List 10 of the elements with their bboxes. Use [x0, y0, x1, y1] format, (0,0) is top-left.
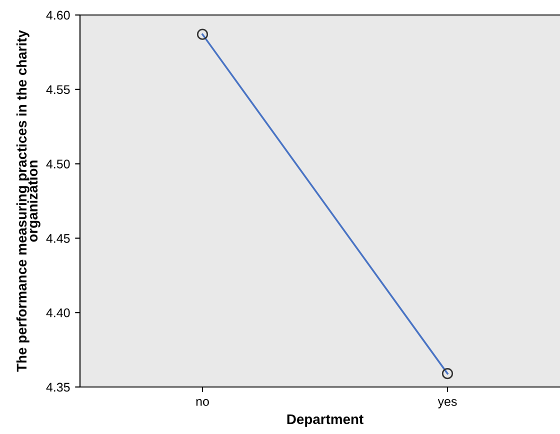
x-tick-label: yes: [438, 399, 457, 408]
x-tick-label: no: [196, 399, 209, 406]
y-tick-label: 4.50: [46, 160, 70, 168]
y-axis-title: The performance measuring practices in the charity organization: [16, 30, 40, 372]
y-tick-label: 4.55: [46, 85, 70, 94]
y-tick-label: 4.60: [46, 10, 70, 20]
y-tick-label: 4.35: [46, 382, 70, 392]
y-tick-label: 4.40: [46, 308, 70, 318]
x-axis-title: Department: [287, 414, 364, 427]
y-tick-label: 4.45: [46, 234, 70, 243]
